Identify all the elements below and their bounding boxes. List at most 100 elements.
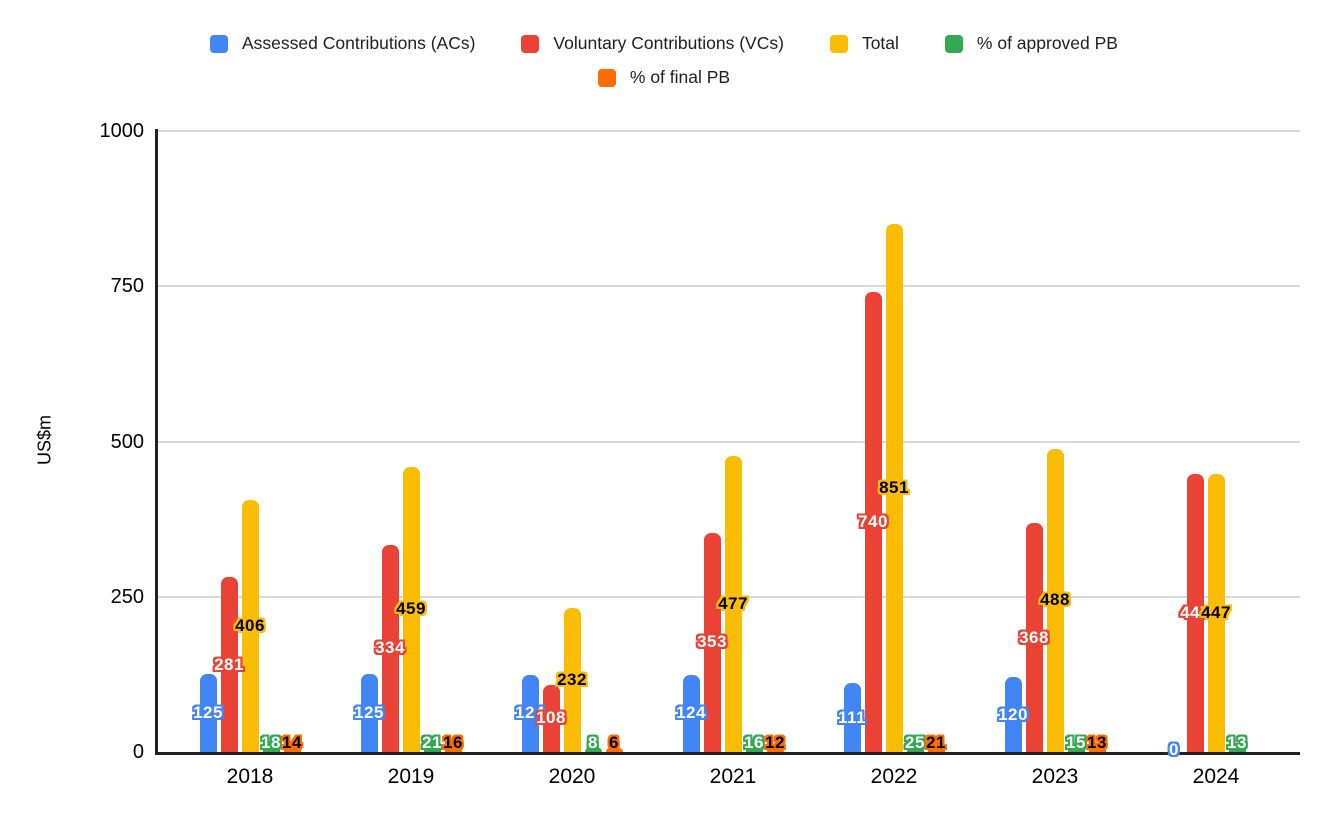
x-axis-label-2023: 2023 bbox=[1031, 765, 1079, 788]
y-tick-label-250: 250 bbox=[110, 585, 144, 608]
legend-swatch-assessed-contributions-acs bbox=[210, 34, 228, 53]
bar-voluntary-contributions-vcs-2021 bbox=[703, 533, 721, 752]
bar-assessed-contributions-acs-2021 bbox=[682, 675, 700, 752]
legend-item-assessed-contributions-acs: Assessed Contributions (ACs) bbox=[210, 33, 475, 54]
bar-label-of-approved-pb-2019: 21 bbox=[422, 733, 442, 752]
gridline-1000 bbox=[158, 130, 1300, 132]
bar-label-voluntary-contributions-vcs-2024: 447 bbox=[1180, 603, 1210, 623]
y-tick-label-750: 750 bbox=[110, 275, 144, 298]
bar-label-voluntary-contributions-vcs-2020: 108 bbox=[536, 708, 566, 728]
legend-item-label: Voluntary Contributions (VCs) bbox=[553, 33, 784, 53]
bar-total-2021 bbox=[724, 456, 742, 752]
bar-voluntary-contributions-vcs-2024 bbox=[1186, 474, 1204, 752]
bar-of-approved-pb-2023 bbox=[1067, 743, 1085, 752]
y-tick-label-1000: 1000 bbox=[99, 120, 145, 142]
bar-label-of-final-pb-2022: 21 bbox=[926, 733, 946, 752]
bar-label-of-approved-pb-2021: 16 bbox=[744, 733, 764, 752]
bar-voluntary-contributions-vcs-2019 bbox=[381, 545, 399, 752]
x-axis-label-2024: 2024 bbox=[1192, 765, 1240, 788]
legend-item-total: Total bbox=[829, 33, 899, 54]
bar-label-total-2019: 459 bbox=[396, 599, 426, 619]
bar-label-of-final-pb-2018: 14 bbox=[282, 733, 302, 752]
bar-label-total-2020: 232 bbox=[557, 669, 587, 689]
bar-assessed-contributions-acs-2019 bbox=[360, 674, 378, 752]
bar-total-2023 bbox=[1046, 449, 1064, 752]
bar-assessed-contributions-acs-2023 bbox=[1004, 677, 1022, 752]
bar-label-total-2024: 447 bbox=[1201, 603, 1231, 623]
legend-row: Assessed Contributions (ACs) Voluntary Co… bbox=[210, 33, 1118, 54]
bar-label-voluntary-contributions-vcs-2019: 334 bbox=[375, 638, 405, 658]
legend-item-label: Assessed Contributions (ACs) bbox=[242, 33, 476, 53]
bar-of-final-pb-2022 bbox=[927, 739, 945, 752]
x-axis-line bbox=[155, 752, 1300, 755]
gridline-500 bbox=[158, 440, 1300, 443]
bar-assessed-contributions-acs-2020 bbox=[521, 675, 539, 752]
legend-item-label: Total bbox=[861, 33, 899, 53]
bar-total-2018 bbox=[241, 500, 259, 752]
bar-of-final-pb-2023 bbox=[1088, 744, 1106, 752]
x-axis-label-2022: 2022 bbox=[870, 765, 918, 788]
legend-item-of-approved-pb: % of approved PB bbox=[944, 33, 1118, 54]
bar-label-total-2021: 477 bbox=[718, 593, 748, 613]
legend-swatch-voluntary-contributions-vcs bbox=[521, 34, 540, 53]
bar-label-assessed-contributions-acs-2024: 0 bbox=[1169, 740, 1179, 759]
bar-voluntary-contributions-vcs-2018 bbox=[220, 577, 238, 752]
bar-voluntary-contributions-vcs-2020 bbox=[542, 685, 560, 752]
bar-assessed-contributions-acs-2022 bbox=[843, 683, 861, 752]
bar-label-of-final-pb-2020: 6 bbox=[609, 733, 619, 752]
bar-label-voluntary-contributions-vcs-2018: 281 bbox=[214, 654, 244, 674]
bar-total-2022 bbox=[885, 224, 903, 752]
x-axis-label-2020: 2020 bbox=[548, 765, 596, 788]
bar-label-of-approved-pb-2020: 8 bbox=[588, 733, 598, 752]
legend-swatch-of-approved-pb bbox=[944, 34, 963, 53]
bar-of-approved-pb-2020 bbox=[584, 747, 602, 752]
bar-voluntary-contributions-vcs-2022 bbox=[864, 292, 882, 752]
bar-label-assessed-contributions-acs-2020: 124 bbox=[515, 703, 545, 723]
y-axis-line bbox=[155, 129, 158, 755]
bar-label-total-2018: 406 bbox=[235, 615, 265, 635]
x-axis-label-2018: 2018 bbox=[226, 765, 274, 788]
bar-of-approved-pb-2024 bbox=[1228, 744, 1246, 752]
bar-of-approved-pb-2022 bbox=[906, 736, 924, 752]
bar-label-total-2022: 851 bbox=[879, 477, 909, 497]
legend-item-voluntary-contributions-vcs: Voluntary Contributions (VCs) bbox=[521, 33, 784, 54]
bar-of-approved-pb-2021 bbox=[745, 742, 763, 752]
x-axis-label-2019: 2019 bbox=[387, 765, 435, 788]
bar-label-voluntary-contributions-vcs-2022: 740 bbox=[858, 512, 888, 532]
bar-label-voluntary-contributions-vcs-2021: 353 bbox=[697, 632, 727, 652]
legend-item-of-final-pb: % of final PB bbox=[597, 67, 731, 88]
bar-label-of-approved-pb-2022: 25 bbox=[905, 733, 925, 752]
bar-label-assessed-contributions-acs-2019: 125 bbox=[354, 703, 384, 723]
legend-item-label: % of approved PB bbox=[976, 33, 1118, 53]
y-tick-label-500: 500 bbox=[110, 430, 144, 453]
bar-of-final-pb-2018 bbox=[283, 743, 301, 752]
bar-label-of-final-pb-2019: 16 bbox=[443, 733, 463, 752]
bar-of-final-pb-2020 bbox=[605, 748, 623, 752]
x-axis-label-2021: 2021 bbox=[709, 765, 757, 788]
bar-label-assessed-contributions-acs-2018: 125 bbox=[193, 703, 223, 723]
bar-label-of-final-pb-2021: 12 bbox=[765, 733, 785, 752]
bar-label-assessed-contributions-acs-2023: 120 bbox=[998, 704, 1028, 724]
legend-item-label: % of final PB bbox=[629, 67, 731, 87]
bar-label-of-final-pb-2023: 13 bbox=[1087, 733, 1107, 752]
legend-swatch-of-final-pb bbox=[597, 68, 616, 87]
bar-total-2019 bbox=[402, 467, 420, 752]
bar-assessed-contributions-acs-2018 bbox=[199, 674, 217, 752]
gridline-750 bbox=[158, 285, 1300, 288]
bar-label-assessed-contributions-acs-2022: 111 bbox=[838, 707, 866, 727]
bar-of-approved-pb-2019 bbox=[423, 739, 441, 752]
bar-total-2020 bbox=[563, 608, 581, 752]
bar-label-voluntary-contributions-vcs-2023: 368 bbox=[1019, 627, 1049, 647]
bar-label-of-approved-pb-2023: 15 bbox=[1066, 733, 1086, 752]
bar-of-approved-pb-2018 bbox=[262, 741, 280, 752]
bar-label-assessed-contributions-acs-2021: 124 bbox=[676, 703, 706, 723]
y-tick-label-0: 0 bbox=[132, 741, 144, 763]
bar-voluntary-contributions-vcs-2023 bbox=[1025, 523, 1043, 752]
bar-label-total-2023: 488 bbox=[1040, 590, 1070, 610]
bar-label-of-approved-pb-2024: 13 bbox=[1227, 733, 1247, 752]
bar-label-of-approved-pb-2018: 18 bbox=[261, 733, 281, 752]
bar-of-final-pb-2021 bbox=[766, 745, 784, 752]
legend-row: % of final PB bbox=[597, 67, 731, 88]
